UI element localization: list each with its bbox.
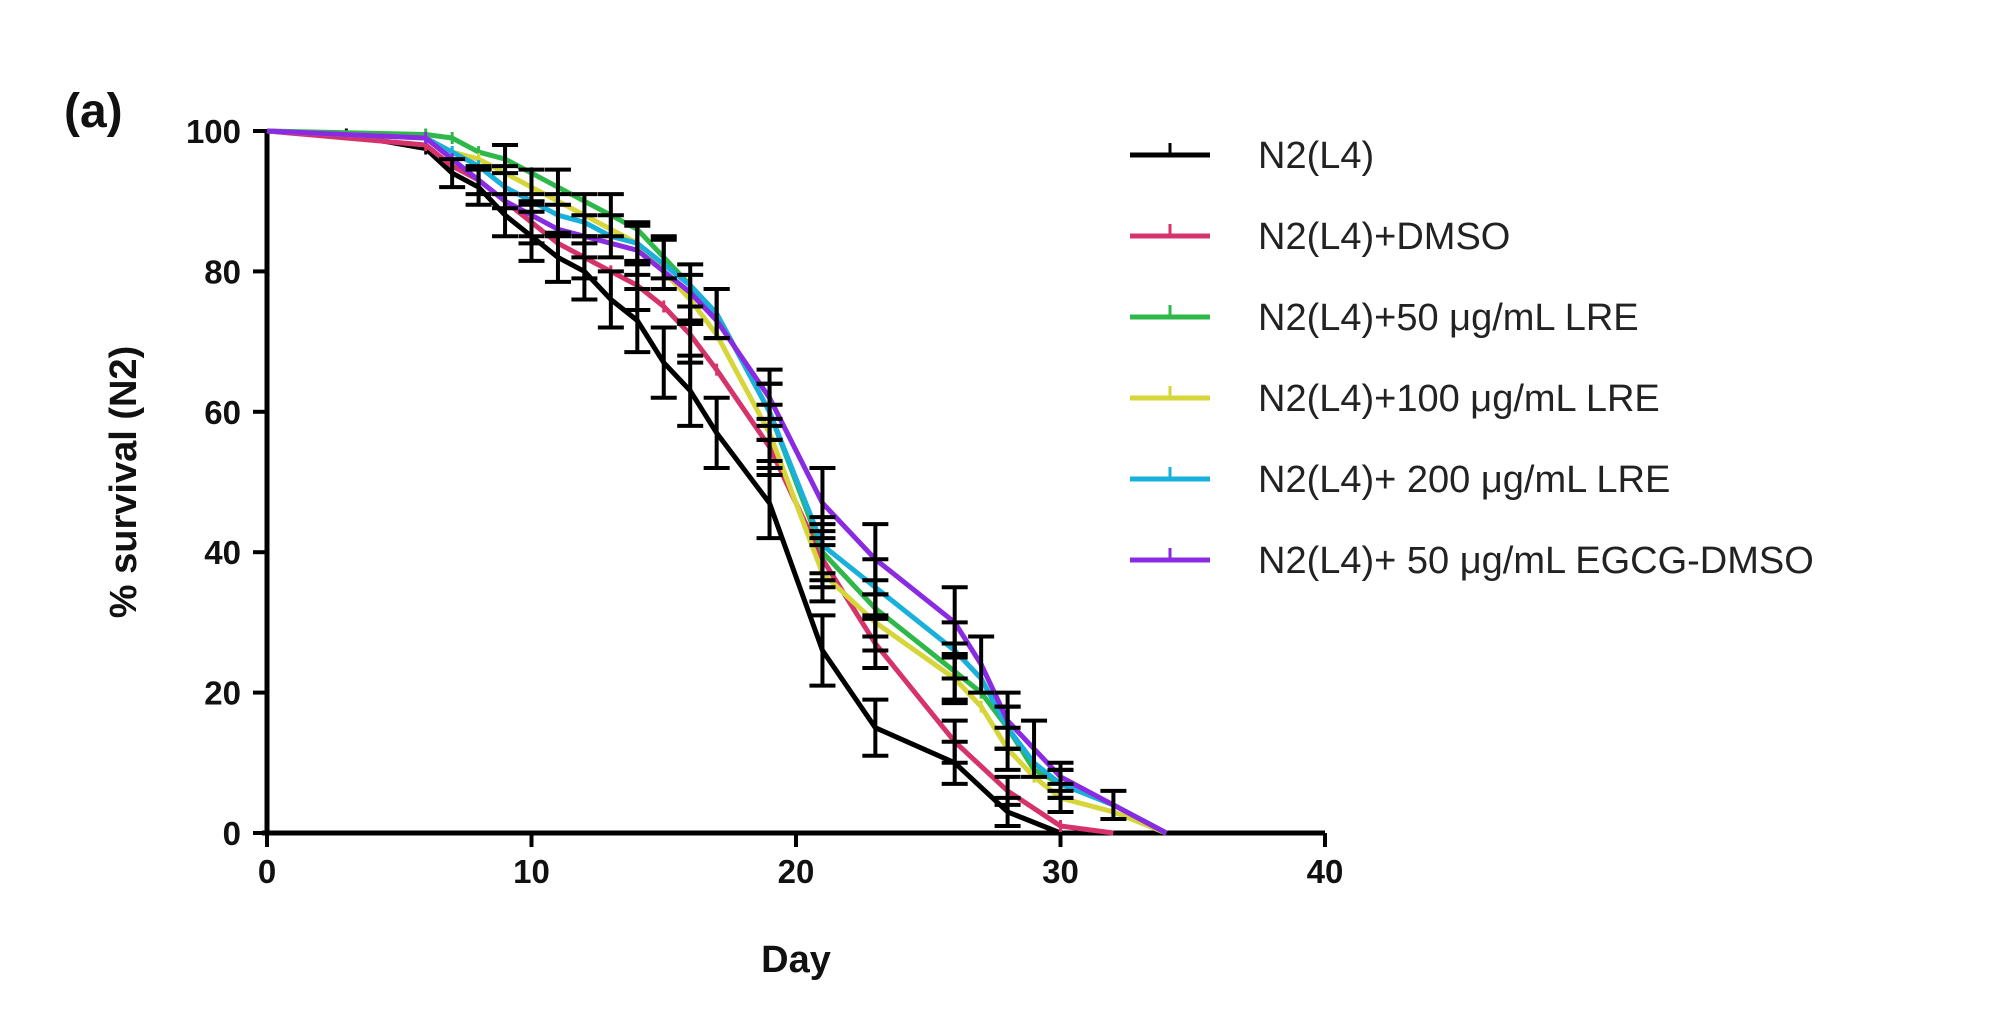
y-tick-label: 80 — [204, 253, 241, 290]
x-tick-label: 20 — [778, 853, 815, 890]
legend-label-0: N2(L4) — [1258, 135, 1374, 177]
legend-label-1: N2(L4)+DMSO — [1258, 216, 1510, 258]
y-axis-title: % survival (N2) — [103, 346, 145, 618]
series-line-2 — [266, 128, 1168, 836]
x-tick-label: 30 — [1042, 853, 1079, 890]
x-axis-title: Day — [761, 939, 831, 981]
series-line-4 — [266, 128, 1168, 836]
series-line-0 — [266, 128, 1062, 836]
panel-label: (a) — [64, 85, 123, 138]
ticks: 0 10 20 30 40 0 20 40 60 80 100 — [186, 113, 1343, 890]
series-group — [266, 128, 1168, 836]
series-line-1 — [266, 128, 1114, 836]
x-tick-label: 40 — [1307, 853, 1344, 890]
legend: N2(L4) N2(L4)+DMSO N2(L4)+50 μg/mL LRE N2(L… — [1130, 135, 1814, 582]
error-bars — [439, 143, 1127, 828]
x-tick-label: 0 — [258, 853, 276, 890]
y-tick-label: 100 — [186, 113, 241, 150]
axes — [262, 131, 1325, 836]
y-tick-label: 60 — [204, 394, 241, 431]
series-line-3 — [266, 128, 1168, 836]
legend-label-4: N2(L4)+ 200 μg/mL LRE — [1258, 459, 1670, 501]
legend-label-2: N2(L4)+50 μg/mL LRE — [1258, 297, 1639, 339]
legend-label-5: N2(L4)+ 50 μg/mL EGCG-DMSO — [1258, 540, 1814, 582]
y-tick-label: 40 — [204, 534, 241, 571]
y-tick-label: 20 — [204, 675, 241, 712]
x-tick-label: 10 — [513, 853, 550, 890]
series-line-5 — [266, 128, 1168, 836]
legend-label-3: N2(L4)+100 μg/mL LRE — [1258, 378, 1660, 420]
y-tick-label: 0 — [223, 815, 241, 852]
